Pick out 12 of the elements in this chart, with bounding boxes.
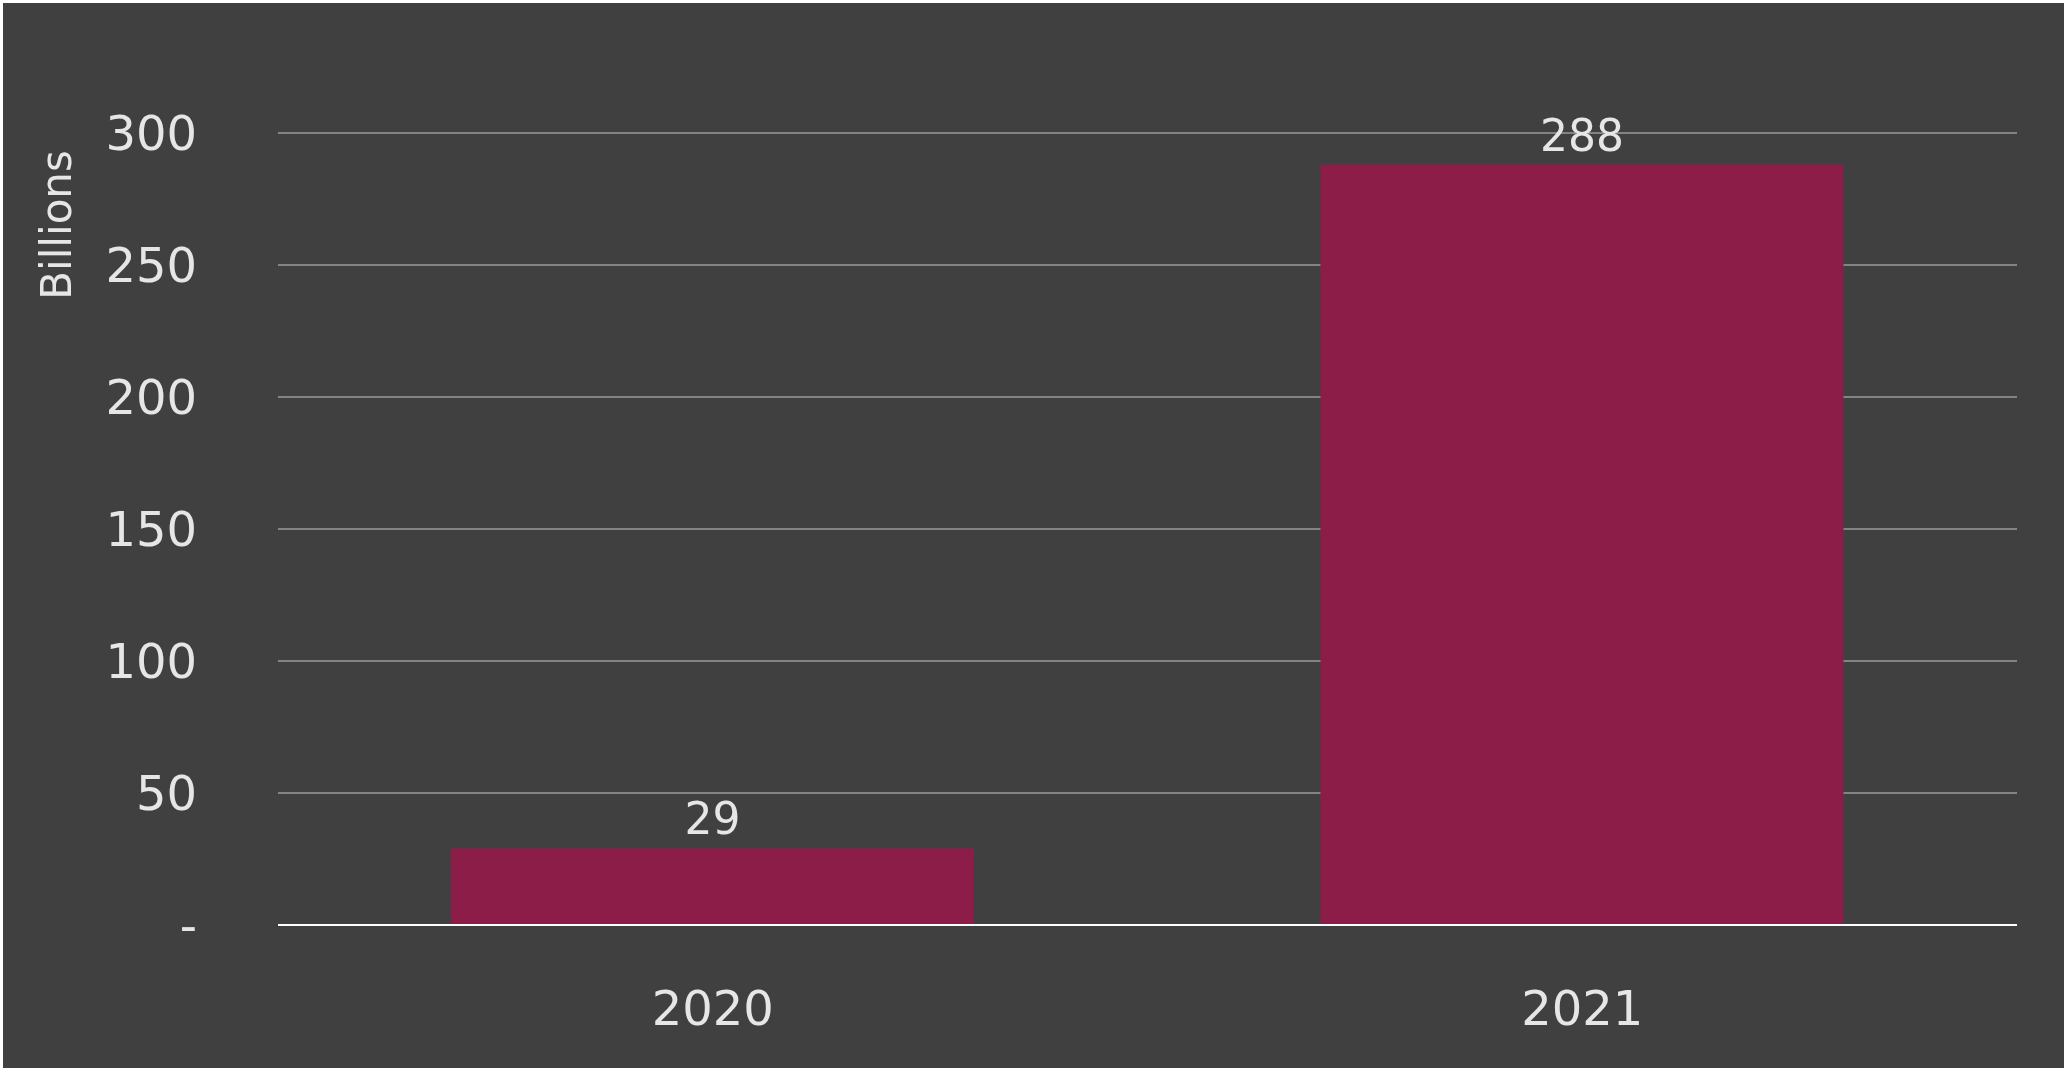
- y-tick-label: 100: [105, 633, 197, 690]
- data-label: 288: [1540, 109, 1624, 161]
- y-tick-label: -: [179, 897, 197, 954]
- x-tick-label: 2021: [1521, 980, 1644, 1037]
- x-tick-label: 2020: [651, 980, 774, 1037]
- y-tick-label: 250: [105, 237, 197, 294]
- y-tick-label: 50: [135, 765, 197, 822]
- y-tick-label: 300: [105, 105, 197, 162]
- y-tick-label: 150: [105, 501, 197, 558]
- y-tick-label: 200: [105, 369, 197, 426]
- y-axis-title: Billions: [31, 150, 81, 300]
- data-label: 29: [684, 793, 741, 845]
